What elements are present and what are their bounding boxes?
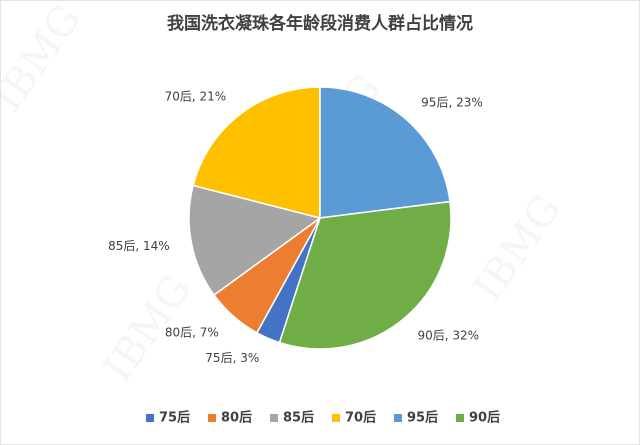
legend-label: 95后 (407, 410, 438, 426)
legend-swatch (270, 414, 278, 422)
pie-slice (278, 200, 452, 350)
legend-label: 70后 (345, 410, 376, 426)
legend-label: 85后 (283, 410, 314, 426)
data-label: 90后, 32% (418, 328, 480, 342)
legend-swatch (146, 414, 154, 422)
pie-slice (319, 86, 451, 219)
legend-label: 80后 (221, 410, 252, 426)
legend-label: 90后 (469, 410, 500, 426)
pie-slice (192, 86, 321, 219)
legend-label: 75后 (159, 410, 190, 426)
chart-title: 我国洗衣凝珠各年龄段消费人群占比情况 (167, 13, 473, 34)
legend-swatch (394, 414, 402, 422)
legend-swatch (208, 414, 216, 422)
data-label: 85后, 14% (108, 239, 170, 253)
data-label: 95后, 23% (421, 96, 483, 110)
data-label: 70后, 21% (165, 90, 227, 104)
data-label: 80后, 7% (165, 325, 219, 339)
data-label: 75后, 3% (205, 351, 259, 365)
pie-slice (188, 184, 322, 297)
legend-swatch (456, 414, 464, 422)
legend-swatch (332, 414, 340, 422)
